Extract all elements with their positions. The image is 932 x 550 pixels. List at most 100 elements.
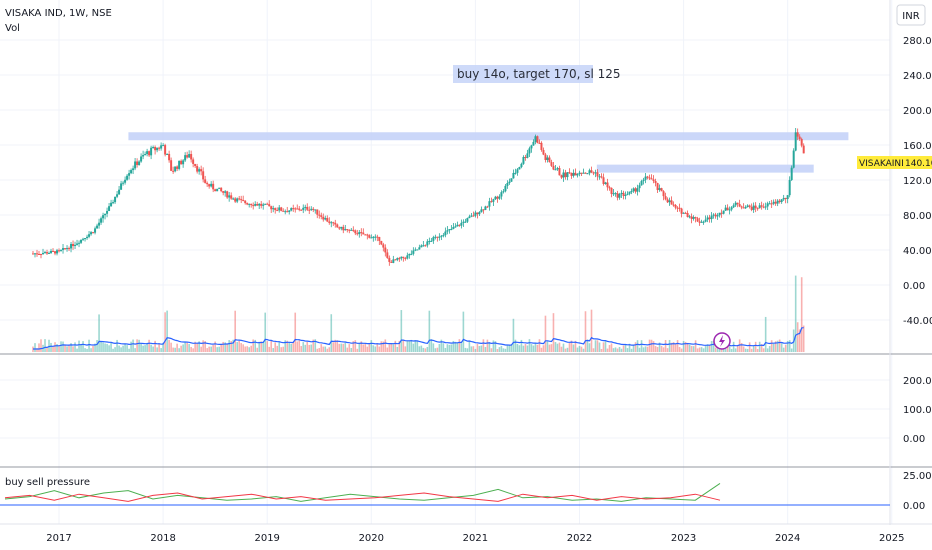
pressure-indicator-label[interactable]: buy sell pressure <box>5 477 90 488</box>
pressure-sell-line <box>4 492 721 502</box>
volume-bar <box>296 341 299 352</box>
candle-body <box>420 245 423 248</box>
volume-bar <box>418 346 421 352</box>
volume-bar <box>218 346 220 352</box>
zone-rect[interactable] <box>128 132 849 141</box>
volume-bar <box>556 343 559 352</box>
volume-bar <box>336 340 339 352</box>
candle-body <box>336 224 339 228</box>
volume-bar <box>414 340 417 352</box>
candle-body <box>106 210 109 214</box>
candle-body <box>752 205 755 210</box>
volume-bar <box>696 348 699 352</box>
volume-bar <box>48 339 50 352</box>
volume-bar <box>694 340 697 352</box>
volume-bar <box>52 346 54 352</box>
candle-body <box>772 201 775 204</box>
volume-bar <box>46 347 48 352</box>
candle-body <box>510 178 513 182</box>
candle-body <box>638 185 641 189</box>
volume-bar <box>474 348 477 352</box>
currency-box[interactable] <box>896 4 926 26</box>
volume-bar <box>628 343 631 352</box>
volume-bar <box>710 341 713 352</box>
candle-body <box>418 247 421 250</box>
candle-body <box>716 215 719 217</box>
candle-body <box>476 212 479 215</box>
time-axis[interactable]: 2017 2018 2019 2020 2021 2022 2023 2024 2025 <box>46 533 904 544</box>
candle-body <box>562 172 565 178</box>
volume-bar <box>438 344 441 352</box>
candle-body <box>606 182 609 188</box>
volume-bar <box>540 347 543 352</box>
candle-body <box>586 173 589 175</box>
candle-body <box>226 191 229 198</box>
volume-bar <box>40 339 42 352</box>
volume-bar <box>574 340 577 352</box>
candle-body <box>624 194 627 196</box>
volume-bar <box>398 340 401 352</box>
vol-indicator-label[interactable]: Vol <box>5 23 20 34</box>
candle-body <box>588 170 591 174</box>
x-tick-label: 2019 <box>254 533 279 544</box>
candle-body <box>158 147 161 149</box>
flash-icon[interactable] <box>713 332 731 350</box>
candle-body <box>656 182 659 190</box>
volume-bar <box>690 345 693 352</box>
candle-body <box>344 229 347 231</box>
candle-body <box>372 236 375 238</box>
y-tick-label: 80.00 <box>903 211 932 222</box>
volume-bar <box>464 347 467 352</box>
volume-bar <box>576 347 579 352</box>
volume-bar <box>96 340 98 352</box>
volume-bar <box>700 347 703 352</box>
candle-body <box>684 212 687 214</box>
candle-body <box>178 160 181 169</box>
candle-body <box>224 191 227 193</box>
volume-bar <box>424 348 427 352</box>
volume-bar <box>378 346 381 352</box>
candle-body <box>352 229 355 231</box>
volume-bar <box>54 342 56 352</box>
candle-body <box>78 242 81 244</box>
candle-body <box>668 200 671 203</box>
volume-bar <box>426 346 429 352</box>
candle-body <box>112 202 115 204</box>
volume-bar <box>526 345 529 352</box>
candle-body <box>140 156 143 162</box>
volume-bar <box>392 344 395 352</box>
candle-body <box>356 233 359 235</box>
candle-body <box>110 202 113 207</box>
volume-bar <box>422 347 425 352</box>
candle-body <box>184 155 187 161</box>
candle-body <box>40 254 43 256</box>
resistance-zones[interactable] <box>128 132 849 173</box>
candle-body <box>260 203 263 206</box>
candle-body <box>268 204 271 207</box>
volume-bar <box>510 344 513 352</box>
candle-body <box>166 153 169 155</box>
candle-body <box>408 253 411 256</box>
candle-body <box>104 213 107 216</box>
candle-body <box>90 232 93 235</box>
candle-body <box>672 204 675 206</box>
zone-rect[interactable] <box>596 164 814 173</box>
candle-body <box>792 150 795 168</box>
candle-body <box>400 256 403 259</box>
candle-body <box>474 212 477 216</box>
candle-body <box>190 154 193 160</box>
volume-bar <box>676 340 679 352</box>
x-tick-label: 2025 <box>879 533 904 544</box>
candle-body <box>790 167 793 180</box>
price-axis[interactable]: 280.00 240.00 200.00 160.00 120.00 80.00 40.00… <box>903 36 932 512</box>
candle-body <box>754 205 757 209</box>
candle-body <box>70 243 73 249</box>
candle-body <box>796 132 799 137</box>
candle-body <box>32 253 34 255</box>
volume-bar <box>552 313 555 352</box>
candle-body <box>678 207 681 209</box>
candle-body <box>386 252 389 258</box>
volume-bar <box>656 347 659 352</box>
note-box[interactable] <box>453 65 593 83</box>
